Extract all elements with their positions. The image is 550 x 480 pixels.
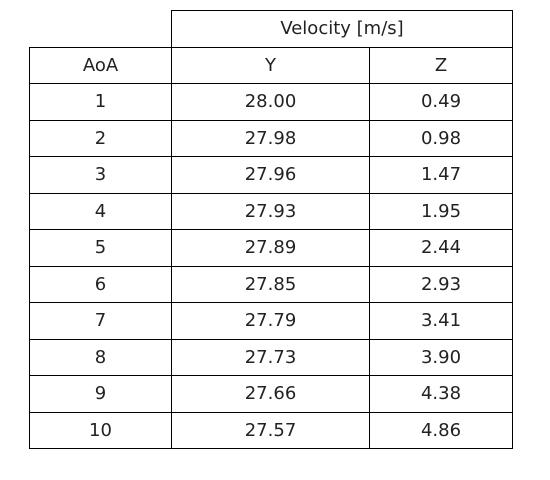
aoa-cell: 3 <box>29 156 172 194</box>
velocity-z-cell: 1.95 <box>369 192 513 230</box>
column-header-z: Z <box>369 46 513 84</box>
table-row: 6 27.85 2.93 <box>29 265 513 303</box>
velocity-y-cell: 27.79 <box>171 302 370 340</box>
velocity-table: Velocity [m/s] AoA Y Z 1 28.00 0.49 2 27.98 0… <box>29 10 513 449</box>
velocity-z-cell: 0.49 <box>369 83 513 121</box>
aoa-cell: 6 <box>29 265 172 303</box>
velocity-group-header: Velocity [m/s] <box>171 10 513 48</box>
table-row: 4 27.93 1.95 <box>29 192 513 230</box>
table-row: 2 27.98 0.98 <box>29 119 513 157</box>
aoa-cell: 1 <box>29 83 172 121</box>
table-row: 9 27.66 4.38 <box>29 375 513 413</box>
velocity-y-cell: 28.00 <box>171 83 370 121</box>
table-row: 8 27.73 3.90 <box>29 338 513 376</box>
group-header-row: Velocity [m/s] <box>29 10 513 48</box>
aoa-cell: 7 <box>29 302 172 340</box>
aoa-cell: 5 <box>29 229 172 267</box>
velocity-y-cell: 27.89 <box>171 229 370 267</box>
aoa-cell: 10 <box>29 411 172 449</box>
velocity-y-cell: 27.98 <box>171 119 370 157</box>
aoa-cell: 8 <box>29 338 172 376</box>
velocity-y-cell: 27.85 <box>171 265 370 303</box>
velocity-z-cell: 3.90 <box>369 338 513 376</box>
aoa-cell: 2 <box>29 119 172 157</box>
velocity-z-cell: 2.93 <box>369 265 513 303</box>
velocity-z-cell: 4.38 <box>369 375 513 413</box>
velocity-y-cell: 27.96 <box>171 156 370 194</box>
table-row: 3 27.96 1.47 <box>29 156 513 194</box>
column-header-y: Y <box>171 46 370 84</box>
column-header-aoa: AoA <box>29 46 172 84</box>
table-row: 5 27.89 2.44 <box>29 229 513 267</box>
aoa-cell: 9 <box>29 375 172 413</box>
velocity-y-cell: 27.57 <box>171 411 370 449</box>
velocity-y-cell: 27.66 <box>171 375 370 413</box>
velocity-z-cell: 2.44 <box>369 229 513 267</box>
velocity-y-cell: 27.73 <box>171 338 370 376</box>
column-header-row: AoA Y Z <box>29 46 513 84</box>
velocity-z-cell: 3.41 <box>369 302 513 340</box>
table-row: 10 27.57 4.86 <box>29 411 513 449</box>
velocity-z-cell: 0.98 <box>369 119 513 157</box>
velocity-z-cell: 1.47 <box>369 156 513 194</box>
velocity-y-cell: 27.93 <box>171 192 370 230</box>
table-row: 7 27.79 3.41 <box>29 302 513 340</box>
velocity-z-cell: 4.86 <box>369 411 513 449</box>
table-row: 1 28.00 0.49 <box>29 83 513 121</box>
aoa-cell: 4 <box>29 192 172 230</box>
empty-corner-cell <box>29 10 172 48</box>
